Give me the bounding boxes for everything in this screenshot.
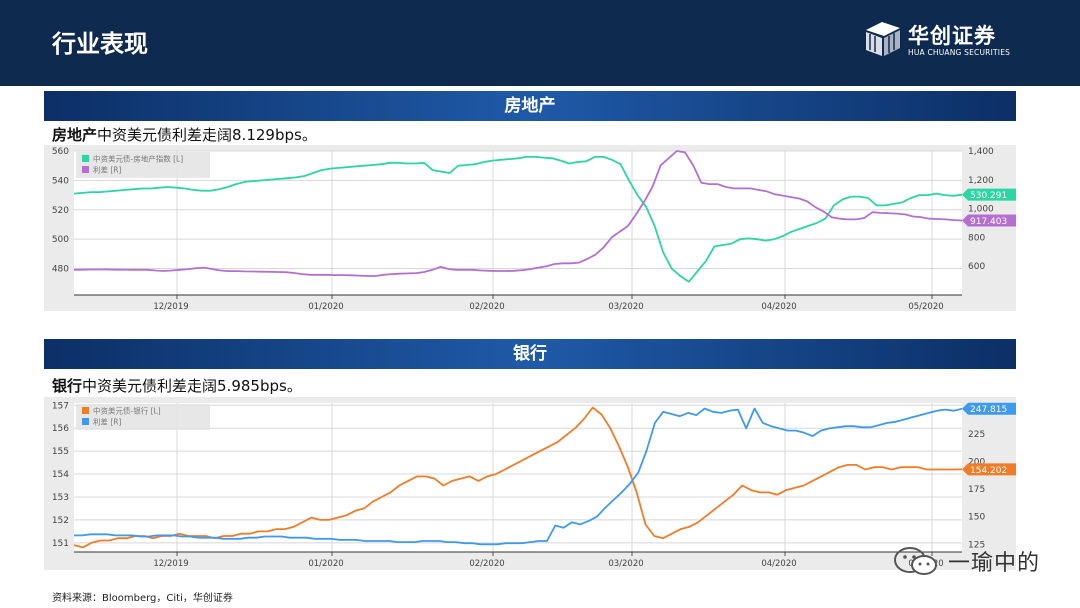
legend-swatch [82, 166, 89, 173]
legend-swatch [82, 418, 89, 425]
right-tick-label: 200 [968, 457, 985, 467]
x-tick-label: 04/2020 [761, 302, 796, 311]
last-value-tag [962, 188, 1016, 201]
series-line-0 [73, 406, 963, 549]
last-value-tag [962, 214, 1016, 227]
chart-real-estate-svg: 560 540 520 500 480 1,400 1,200 1,000 800 600 12/2… [52, 147, 1016, 311]
x-tick-label: 03/2020 [608, 302, 643, 311]
left-tick-label: 500 [52, 235, 69, 245]
watermark-text: 一瑜中的 [948, 551, 1041, 576]
legend-swatch [82, 155, 89, 162]
right-tick-label: 1,400 [968, 147, 994, 157]
last-value-tag [962, 463, 1016, 476]
x-tick-label: 03/2020 [608, 559, 643, 569]
x-tick-label: 12/2019 [153, 302, 188, 311]
last-value-tag [962, 402, 1016, 415]
legend-label: 利差 [R] [93, 417, 122, 427]
x-tick-label: 02/2020 [469, 302, 504, 311]
legend-box [76, 152, 210, 178]
right-tick-label: 125 [968, 540, 985, 550]
logo-cube-icon [866, 22, 900, 56]
section-banner-bank: 银行 [44, 339, 1016, 369]
left-tick-label: 152 [52, 516, 69, 526]
caption-rest: 中资美元债利差走阔5.985bps。 [82, 377, 302, 395]
series-line-1 [73, 150, 963, 277]
right-tick-label: 225 [968, 430, 985, 440]
x-tick-label: 01/2020 [308, 559, 343, 569]
chart-bank: 1571561551541531521512502252001751501251… [44, 397, 1016, 570]
section-banner-real-estate: 房地产 [44, 91, 1016, 121]
left-tick-label: 560 [52, 147, 69, 157]
caption-rest: 中资美元债利差走阔8.129bps。 [97, 126, 317, 144]
header-bar: 行业表现 华创证券 HUA CHUANG SECURITIES [0, 0, 1080, 86]
left-tick-label: 157 [52, 401, 69, 411]
legend-swatch [82, 407, 89, 414]
right-tick-label: 800 [968, 233, 985, 243]
right-tick-label: 1,200 [968, 176, 994, 186]
section-caption-real-estate: 房地产中资美元债利差走阔8.129bps。 [52, 124, 317, 145]
series-line-1 [74, 407, 963, 546]
left-tick-label: 156 [52, 424, 69, 434]
left-tick-label: 540 [52, 176, 69, 186]
x-tick-label: 02/2020 [469, 559, 504, 569]
caption-bold: 银行 [52, 377, 83, 395]
chart-real-estate: 560 540 520 500 480 1,400 1,200 1,000 800 600 12/2… [44, 145, 1016, 311]
watermark: 一瑜中的 [890, 545, 1060, 577]
wechat-icon [894, 547, 937, 575]
logo-cn-text: 华创证券 [908, 24, 996, 48]
last-value-label: 530.291 [970, 191, 1007, 201]
page-title: 行业表现 [52, 30, 148, 58]
x-tick-label: 01/2020 [308, 302, 343, 311]
right-tick-label: 1,000 [968, 205, 994, 215]
right-tick-label: 150 [968, 513, 985, 523]
logo-en-text: HUA CHUANG SECURITIES [908, 48, 1011, 57]
legend-label: 利差 [R] [93, 165, 122, 175]
left-tick-label: 154 [52, 470, 69, 480]
caption-bold: 房地产 [52, 126, 98, 144]
left-tick-label: 520 [52, 206, 69, 216]
last-value-label: 154.202 [970, 466, 1007, 476]
series-line-0 [73, 155, 963, 283]
source-note: 资料来源：Bloomberg，Citi，华创证券 [52, 593, 233, 604]
right-tick-label: 600 [968, 262, 985, 272]
x-tick-label: 05/2020 [908, 302, 943, 311]
x-tick-label: 12/2019 [153, 559, 188, 569]
last-value-label: 247.815 [970, 405, 1007, 415]
legend-label: 中资美元债-房地产指数 [L] [93, 154, 183, 164]
right-tick-label: 175 [968, 485, 985, 495]
x-tick-label: 04/2020 [761, 559, 796, 569]
company-logo: 华创证券 HUA CHUANG SECURITIES [864, 20, 1024, 60]
legend-label: 中资美元债-银行 [L] [93, 406, 161, 416]
section-caption-bank: 银行中资美元债利差走阔5.985bps。 [52, 375, 302, 396]
left-tick-label: 153 [52, 493, 69, 503]
left-tick-label: 155 [52, 447, 69, 457]
last-value-label: 917.403 [970, 217, 1007, 227]
chart-bank-svg: 1571561551541531521512502252001751501251… [52, 401, 1016, 569]
left-tick-label: 151 [52, 539, 69, 549]
left-tick-label: 480 [52, 265, 69, 275]
legend-box [76, 404, 210, 430]
